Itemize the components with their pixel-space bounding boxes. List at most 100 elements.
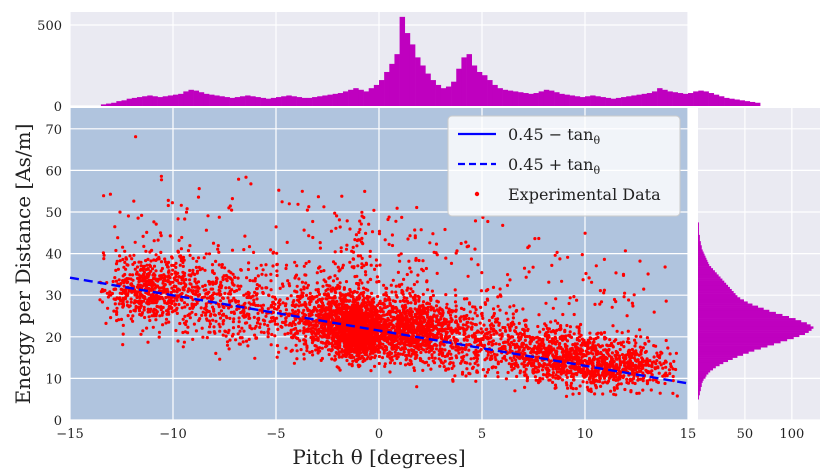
data-point <box>144 249 148 253</box>
data-point <box>448 357 452 361</box>
data-point <box>332 335 336 339</box>
data-point <box>356 307 360 311</box>
data-point <box>454 345 458 349</box>
data-point <box>399 252 403 256</box>
experimental-data-points <box>98 135 679 398</box>
data-point <box>273 319 277 323</box>
data-point <box>231 332 235 336</box>
data-point <box>409 321 413 325</box>
data-point <box>124 257 129 261</box>
data-point <box>349 332 353 336</box>
data-point <box>190 310 194 314</box>
data-point <box>517 321 521 325</box>
data-point <box>485 331 489 335</box>
data-point <box>319 304 323 308</box>
top-histogram-bar <box>518 92 524 106</box>
data-point <box>304 281 308 285</box>
data-point <box>292 299 296 303</box>
data-point <box>304 339 308 343</box>
data-point <box>365 306 369 310</box>
data-point <box>352 299 356 303</box>
data-point <box>462 338 466 342</box>
data-point <box>206 214 210 218</box>
data-point <box>496 317 500 321</box>
data-point <box>373 342 377 346</box>
data-point <box>266 330 270 334</box>
data-point <box>214 319 218 323</box>
top-histogram-bar <box>688 93 694 106</box>
data-point <box>372 320 376 325</box>
data-point <box>217 312 221 316</box>
top-histogram-bar <box>281 96 287 106</box>
data-point <box>394 284 398 288</box>
data-point <box>471 322 475 326</box>
data-point <box>444 256 448 260</box>
data-point <box>245 276 249 280</box>
data-point <box>369 369 373 373</box>
data-point <box>237 287 241 291</box>
data-point <box>221 275 225 279</box>
data-point <box>387 242 391 246</box>
data-point <box>247 245 252 249</box>
data-point <box>451 379 455 383</box>
data-point <box>349 346 353 350</box>
data-point <box>245 321 249 325</box>
data-point <box>151 296 156 301</box>
data-point <box>321 284 325 288</box>
data-point <box>113 302 117 306</box>
data-point <box>309 335 313 340</box>
data-point <box>207 330 211 334</box>
data-point <box>509 324 513 328</box>
top-histogram-bar <box>435 84 442 106</box>
data-point <box>161 311 165 315</box>
data-point <box>351 304 355 308</box>
data-point <box>336 344 340 348</box>
data-point <box>131 273 135 277</box>
data-point <box>329 289 333 293</box>
data-point <box>125 281 129 285</box>
data-point <box>480 314 484 318</box>
data-point <box>386 335 391 339</box>
data-point <box>430 320 434 324</box>
data-point <box>337 350 341 354</box>
data-point <box>256 303 260 308</box>
data-point <box>228 290 232 294</box>
data-point <box>345 358 349 363</box>
data-point <box>237 325 241 329</box>
data-point <box>467 301 472 305</box>
top-histogram-bar <box>136 97 143 106</box>
data-point <box>335 277 339 281</box>
data-point <box>117 297 121 301</box>
data-point <box>345 219 349 223</box>
top-histogram-bar <box>167 95 174 106</box>
data-point <box>159 178 164 182</box>
data-point <box>211 280 215 284</box>
data-point <box>402 342 406 346</box>
data-point <box>356 340 360 344</box>
data-point <box>431 293 435 298</box>
data-point <box>413 228 417 232</box>
data-point <box>101 251 105 255</box>
data-point <box>199 306 203 310</box>
data-point <box>334 304 338 308</box>
data-point <box>357 363 361 367</box>
top-histogram-bar <box>265 98 272 106</box>
data-point <box>138 283 143 287</box>
data-point <box>311 326 315 330</box>
data-point <box>190 285 195 289</box>
data-point <box>360 265 364 270</box>
data-point <box>391 318 395 322</box>
data-point <box>432 350 436 354</box>
data-point <box>344 299 348 303</box>
data-point <box>366 333 370 337</box>
data-point <box>284 316 288 320</box>
data-point <box>469 357 473 361</box>
data-point <box>295 349 299 353</box>
data-point <box>403 363 408 367</box>
data-point <box>459 306 464 310</box>
data-point <box>383 238 387 242</box>
data-point <box>202 256 206 260</box>
data-point <box>170 272 174 276</box>
top-histogram-bar <box>404 33 411 106</box>
data-point <box>394 328 398 332</box>
